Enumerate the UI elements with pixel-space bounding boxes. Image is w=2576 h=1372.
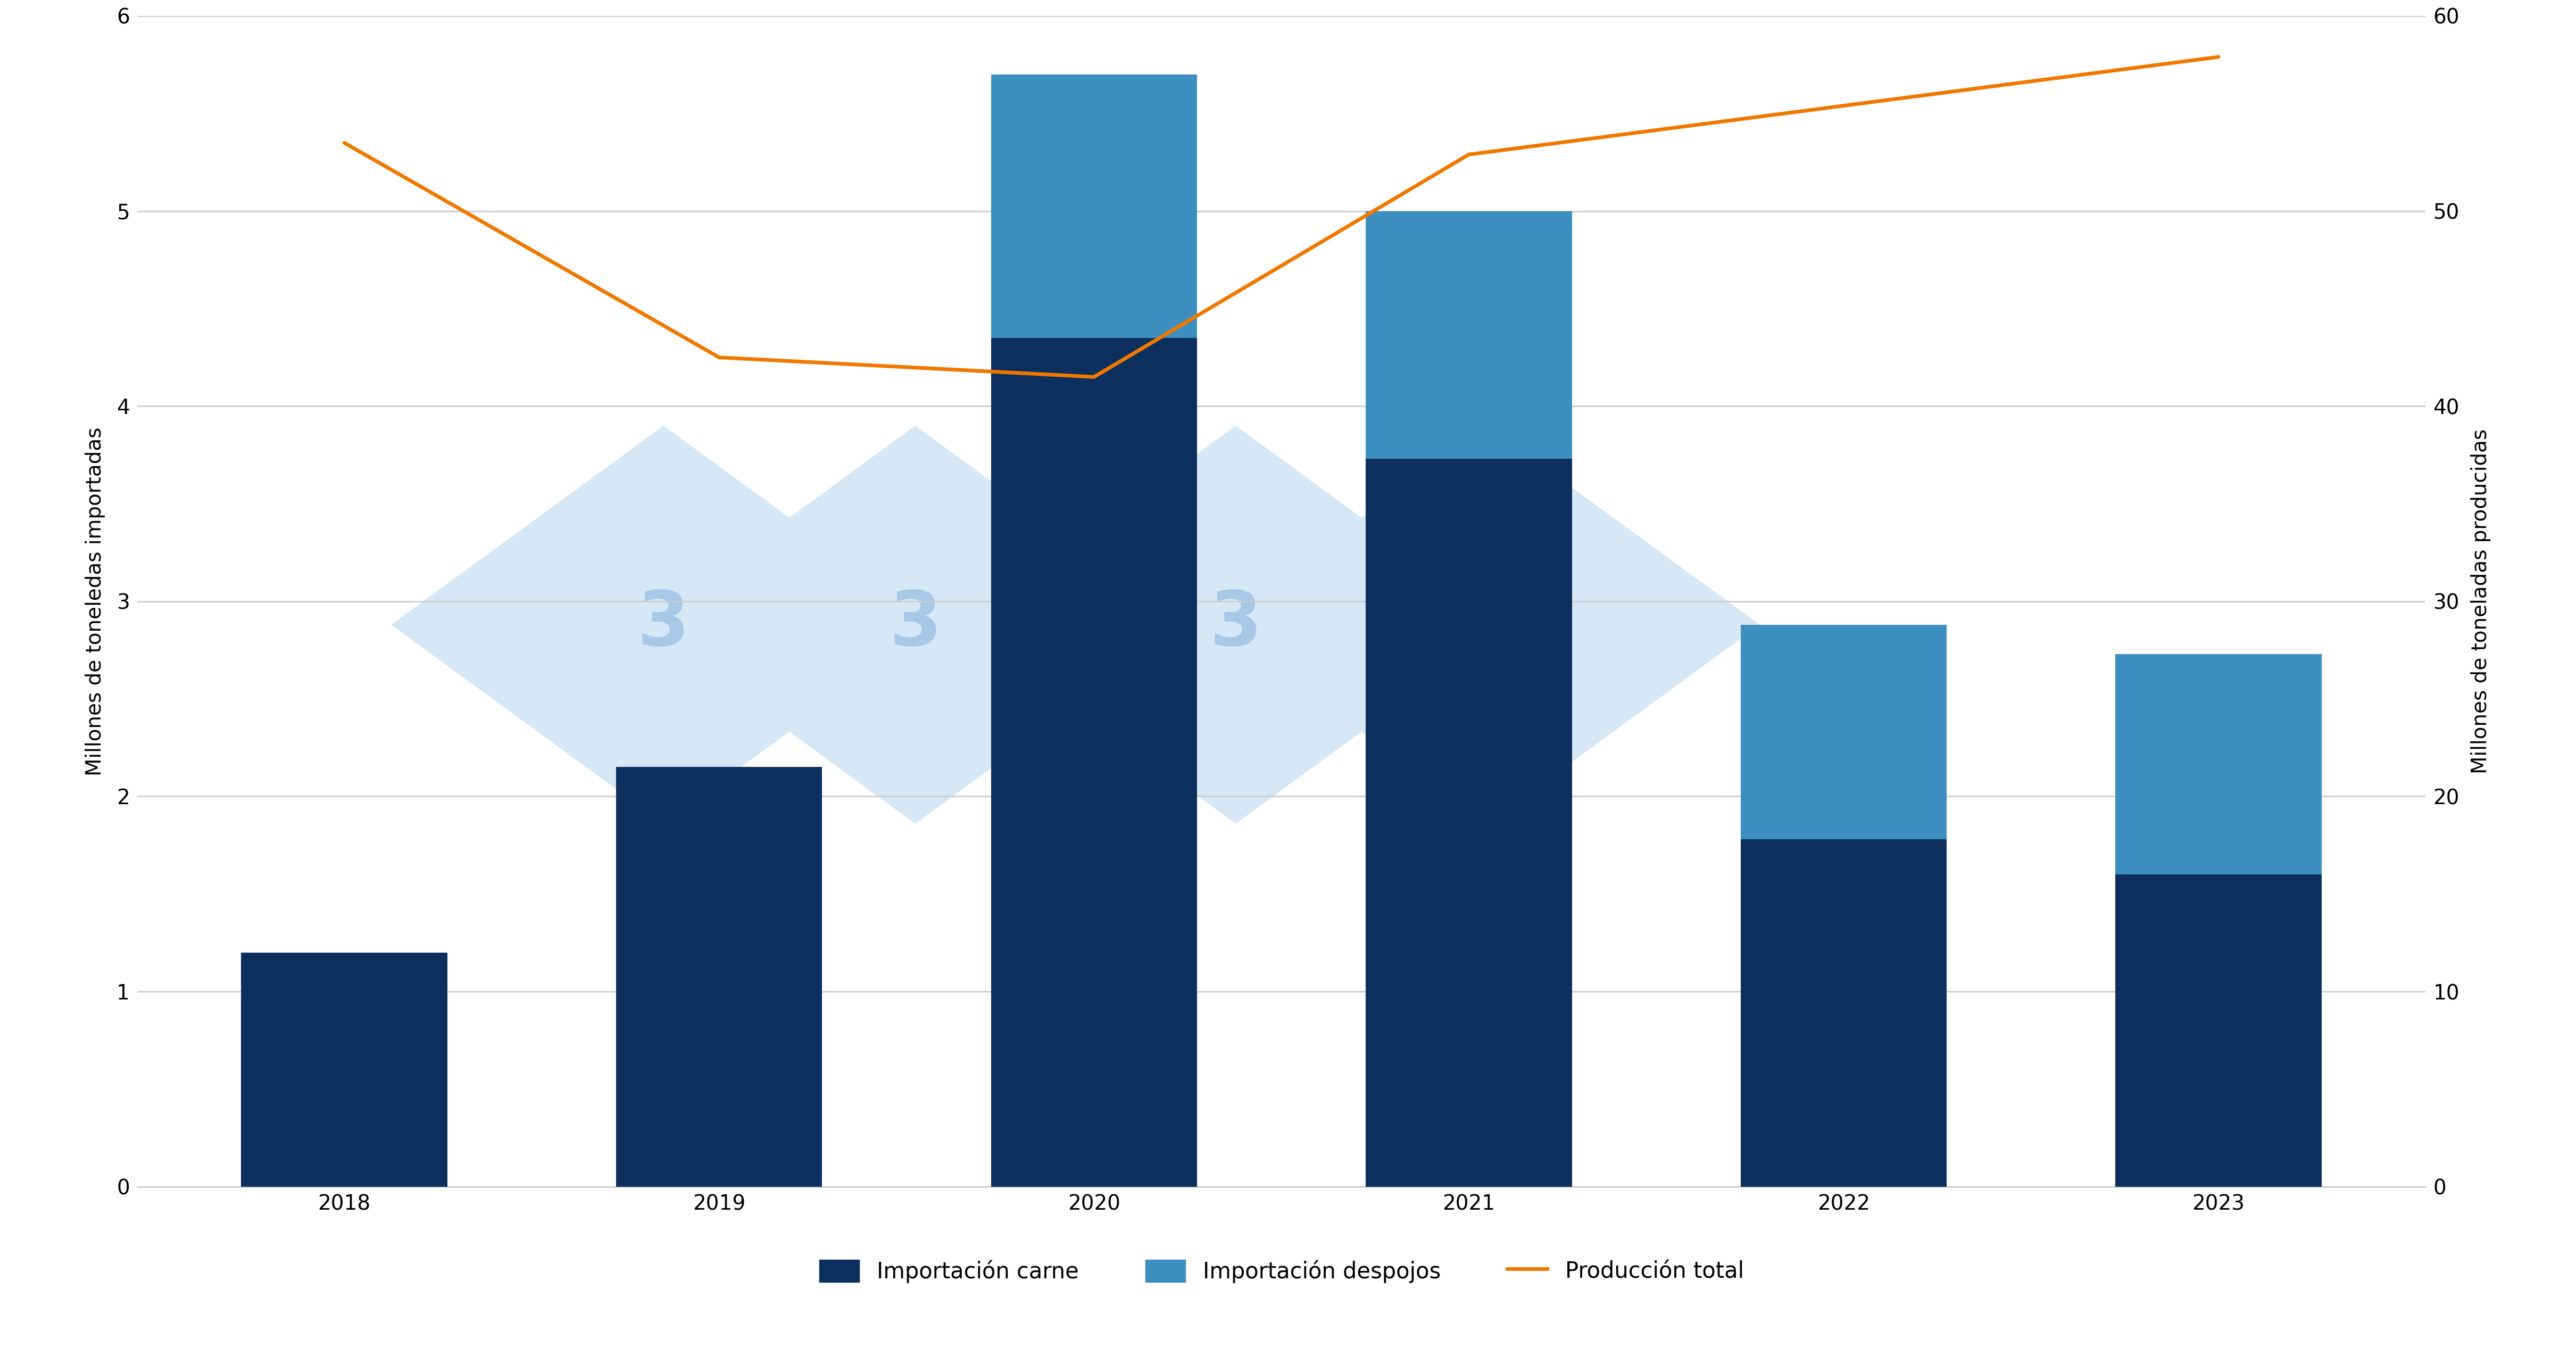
- Bar: [1365, 211, 1571, 458]
- Bar: [992, 338, 1198, 1187]
- Y-axis label: Millones de toneladas producidas: Millones de toneladas producidas: [2470, 429, 2491, 774]
- Legend: Importación carne, Importación despojos, Producción total: Importación carne, Importación despojos,…: [811, 1251, 1752, 1292]
- Bar: [2115, 874, 2321, 1187]
- Producción total: [703, 348, 734, 365]
- Text: 3: 3: [1461, 587, 1515, 661]
- Producción total: [330, 134, 361, 151]
- Bar: [1365, 458, 1571, 1187]
- Bar: [1741, 840, 1947, 1187]
- Bar: [616, 767, 822, 1187]
- Text: 3: 3: [1211, 587, 1262, 661]
- Bar: [992, 74, 1198, 338]
- Producción total: [1829, 97, 1860, 114]
- Text: 3: 3: [636, 587, 690, 661]
- Producción total: [2202, 49, 2233, 66]
- Y-axis label: Millones de toneledas importadas: Millones de toneledas importadas: [85, 427, 106, 775]
- Line: Producción total: Producción total: [345, 58, 2218, 377]
- Polygon shape: [1216, 425, 1759, 823]
- Polygon shape: [963, 425, 1507, 823]
- Text: 3: 3: [889, 587, 940, 661]
- Producción total: [1453, 147, 1484, 163]
- Bar: [2115, 654, 2321, 874]
- Polygon shape: [644, 425, 1188, 823]
- Bar: [242, 952, 448, 1187]
- Producción total: [1079, 369, 1110, 386]
- Bar: [1741, 624, 1947, 840]
- Polygon shape: [392, 425, 935, 823]
